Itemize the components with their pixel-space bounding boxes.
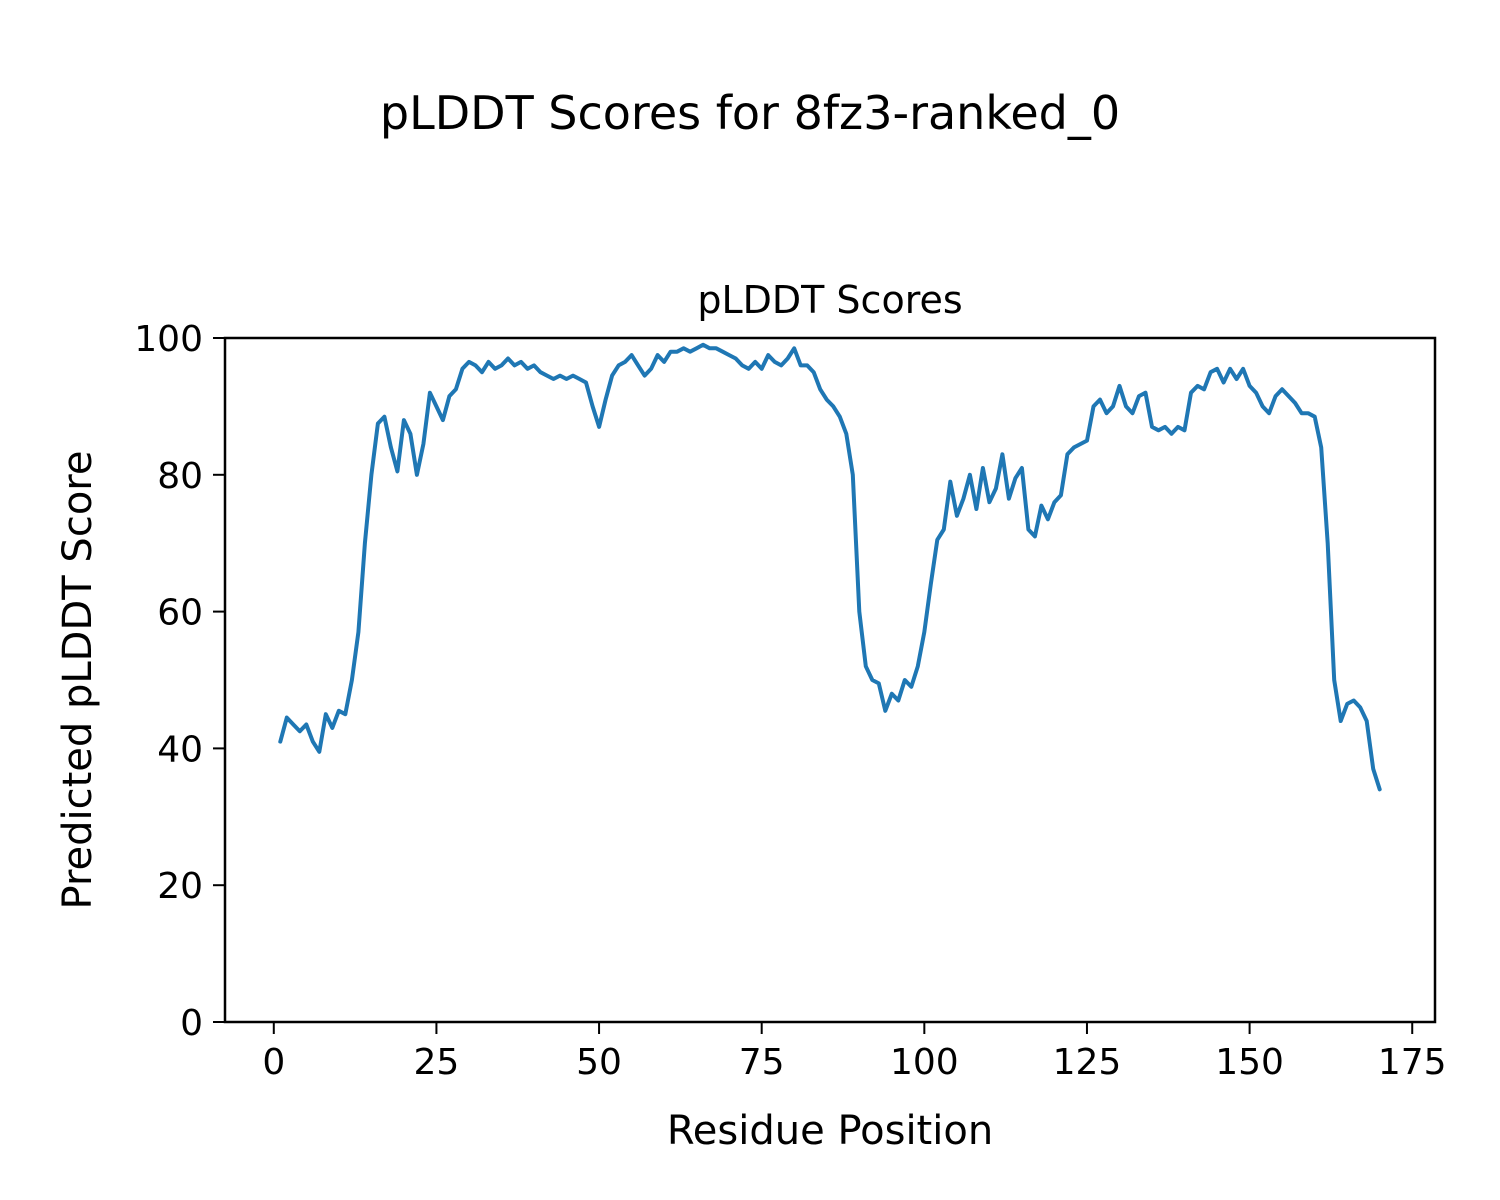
- x-tick-label: 100: [890, 1042, 959, 1083]
- y-tick-label: 0: [180, 1003, 203, 1044]
- x-tick-label: 175: [1378, 1042, 1447, 1083]
- figure-suptitle: pLDDT Scores for 8fz3-ranked_0: [379, 86, 1121, 140]
- y-tick-label: 80: [157, 456, 203, 497]
- x-tick-label: 75: [739, 1042, 785, 1083]
- x-tick-label: 50: [576, 1042, 622, 1083]
- x-tick-label: 25: [414, 1042, 460, 1083]
- x-axis-label: Residue Position: [666, 1108, 994, 1154]
- y-tick-label: 60: [157, 593, 203, 634]
- y-tick-label: 20: [157, 866, 203, 907]
- y-tick-label: 100: [134, 319, 203, 360]
- axes-title: pLDDT Scores: [697, 278, 963, 322]
- axes-spines: [223, 336, 1437, 1024]
- y-tick-label: 40: [157, 729, 203, 770]
- plddt-line-series: [278, 342, 1382, 792]
- x-tick-label: 125: [1053, 1042, 1122, 1083]
- x-tick-label: 0: [262, 1042, 285, 1083]
- x-tick-label: 150: [1215, 1042, 1284, 1083]
